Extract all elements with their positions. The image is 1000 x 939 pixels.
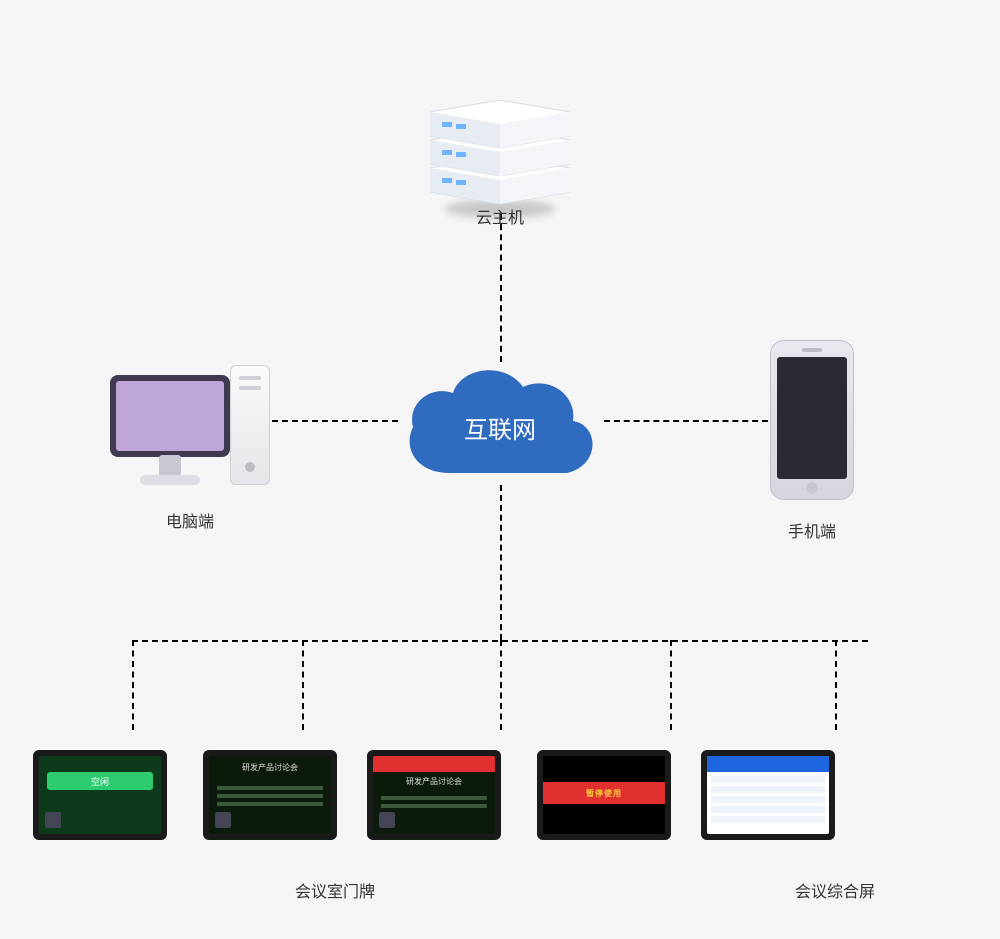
desktop-label: 电脑端 <box>166 508 214 532</box>
tablet-1-text: 空闲 <box>47 772 153 790</box>
edge-left <box>272 420 398 422</box>
edge-drop-1 <box>132 640 134 730</box>
internet-cloud: 互联网 <box>395 355 605 485</box>
cloud-host-label: 云主机 <box>476 204 524 228</box>
edge-drop-3 <box>500 640 502 730</box>
edge-top <box>500 214 502 362</box>
tablet-2-text: 研发产品讨论会 <box>209 762 331 773</box>
phone-label: 手机端 <box>788 518 836 542</box>
edge-bus-main <box>500 485 502 640</box>
desktop-icon <box>110 355 270 485</box>
tablet-3: 研发产品讨论会 <box>367 750 501 840</box>
edge-drop-4 <box>670 640 672 730</box>
door-sign-label: 会议室门牌 <box>295 878 375 902</box>
tablet-5 <box>701 750 835 840</box>
edge-right <box>604 420 768 422</box>
tablet-2: 研发产品讨论会 <box>203 750 337 840</box>
server-icon <box>430 100 570 210</box>
tablet-3-text: 研发产品讨论会 <box>373 776 495 787</box>
edge-drop-2 <box>302 640 304 730</box>
tablet-1: 空闲 <box>33 750 167 840</box>
edge-drop-5 <box>835 640 837 730</box>
phone-icon <box>770 340 854 500</box>
internet-label: 互联网 <box>395 355 605 485</box>
diagram-canvas: 云主机 互联网 电脑端 手机端 空闲 研发产品讨论会 <box>0 0 1000 939</box>
overview-screen-label: 会议综合屏 <box>795 878 875 902</box>
tablet-4: 暂停使用 <box>537 750 671 840</box>
tablet-4-text: 暂停使用 <box>543 782 665 804</box>
